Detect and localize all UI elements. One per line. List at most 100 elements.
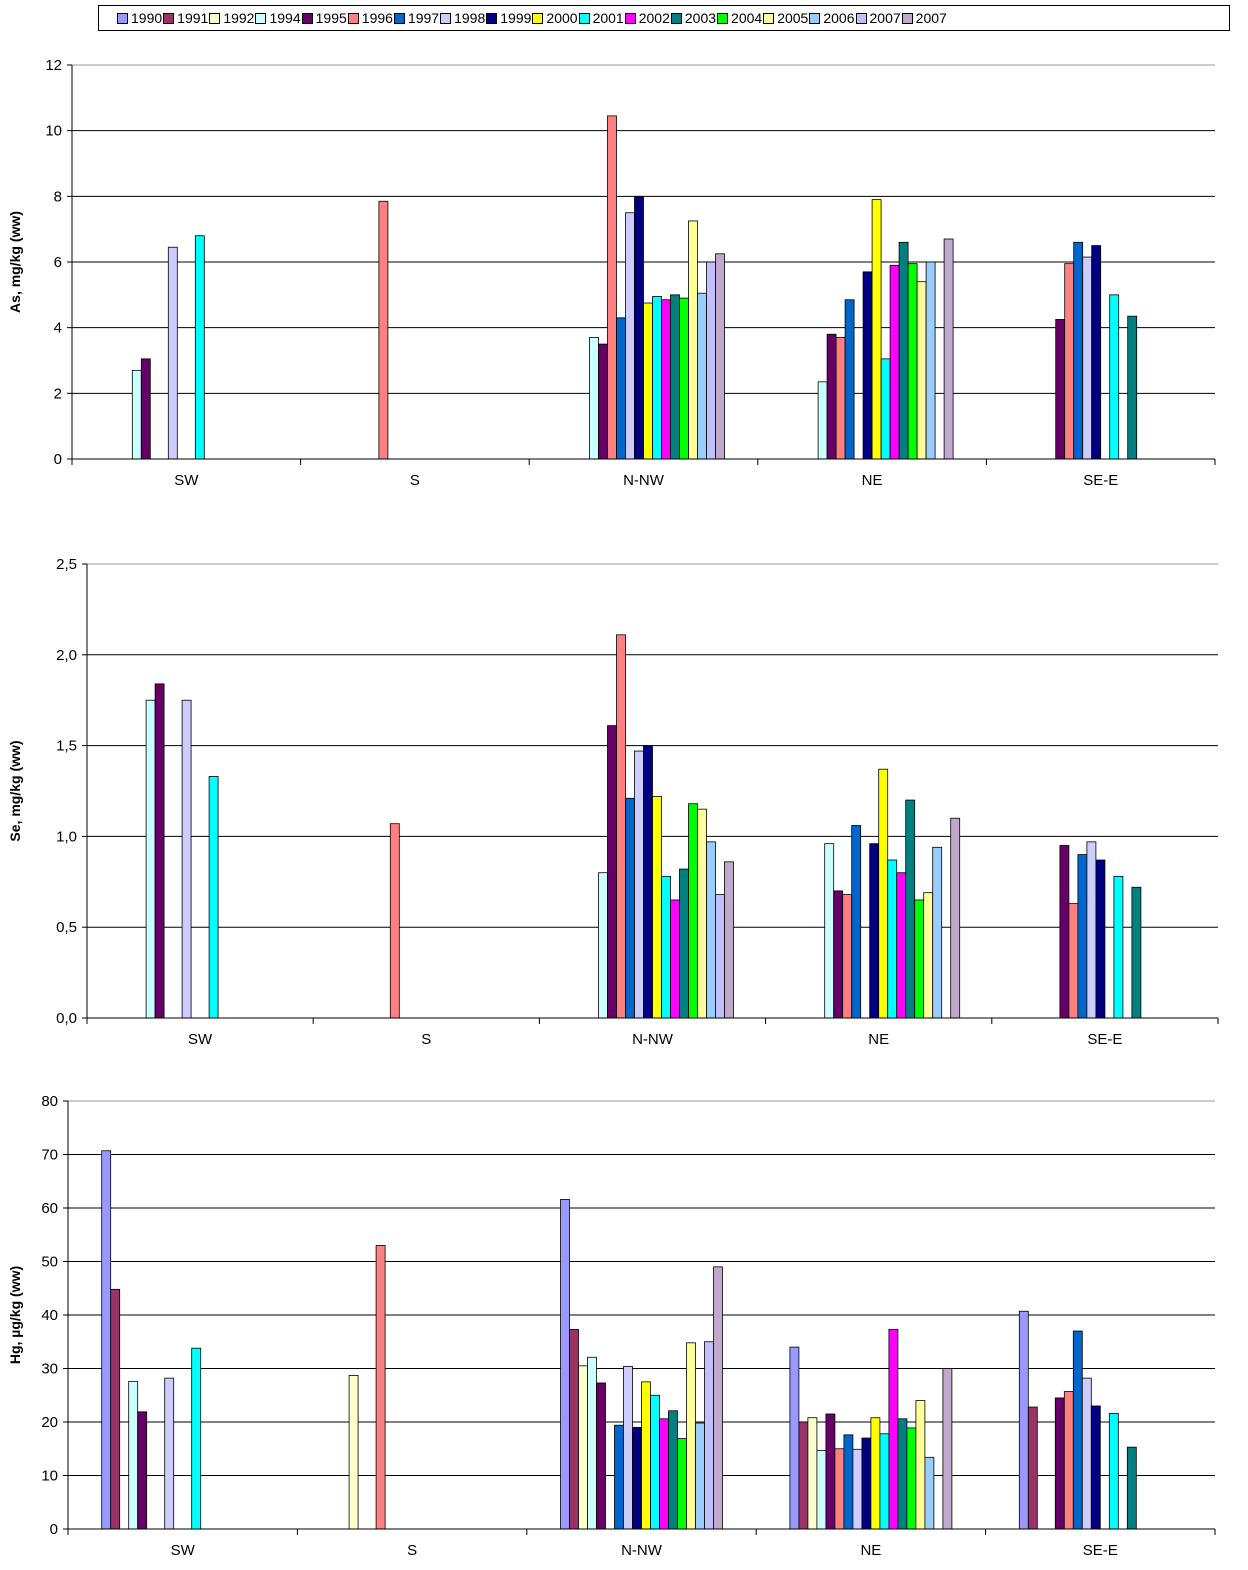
legend-item: 2005: [763, 10, 808, 26]
legend-label: 2003: [684, 10, 717, 26]
y-tick-label: 4: [54, 320, 62, 337]
y-tick-label: 0,5: [56, 919, 77, 936]
bar: [164, 1377, 175, 1530]
legend-swatch: [670, 12, 682, 24]
bar: [688, 803, 698, 1019]
legend-label: 2007: [915, 10, 947, 26]
bar: [1091, 245, 1102, 460]
bar: [896, 872, 907, 1019]
legend-swatch: [855, 12, 867, 24]
bar: [861, 1437, 872, 1530]
x-category-label: S: [421, 1031, 431, 1048]
bar: [607, 115, 617, 460]
bar: [906, 1427, 917, 1530]
y-tick-label: 80: [41, 1093, 58, 1110]
bar: [145, 699, 156, 1019]
bar: [670, 294, 680, 460]
bar: [887, 859, 898, 1019]
legend-label: 2000: [546, 10, 578, 26]
y-axis-title: As, mg/kg (ww): [7, 211, 23, 313]
legend-item: 2003: [670, 10, 717, 26]
y-tick-label: 30: [41, 1361, 58, 1378]
x-category-label: N-NW: [623, 472, 665, 489]
legend-item: 1994: [255, 10, 301, 26]
legend-swatch: [347, 12, 359, 24]
bar: [348, 1375, 359, 1530]
se-chart-svg: 0,0 0,5 1,0 1,5 2,0 2,5 Se, mg/kg (ww) SW S N-NW N…: [7, 556, 1219, 1048]
bar: [643, 302, 653, 460]
bar: [670, 899, 680, 1019]
bar: [1090, 1405, 1101, 1530]
legend-item: 1995: [301, 10, 347, 26]
y-tick-label: 60: [41, 1200, 58, 1217]
bar: [789, 1346, 800, 1530]
bar: [869, 843, 880, 1019]
legend-label: 1991: [177, 10, 209, 26]
bar: [101, 1150, 112, 1530]
legend-label: 1994: [269, 10, 301, 26]
bar: [1126, 1446, 1137, 1530]
bar: [598, 343, 608, 460]
bar: [598, 872, 608, 1019]
bar: [652, 296, 662, 460]
x-category-label: S: [407, 1542, 417, 1559]
bar: [578, 1365, 588, 1530]
legend-swatch: [532, 12, 544, 24]
legend-swatch: [901, 12, 913, 24]
bar: [1113, 875, 1124, 1019]
legend-swatch: [763, 12, 775, 24]
y-tick-label: 40: [41, 1307, 58, 1324]
legend-label: 2007: [869, 10, 901, 26]
bar: [715, 253, 725, 460]
y-tick-label: 12: [45, 57, 62, 74]
legend-swatch: [117, 12, 128, 24]
bar: [816, 1449, 827, 1530]
bar: [625, 797, 635, 1019]
bar: [110, 1288, 121, 1530]
y-tick-label: 10: [45, 123, 62, 140]
legend-item: 1991: [163, 10, 208, 26]
bar: [181, 699, 192, 1019]
bar: [852, 1448, 863, 1530]
x-category-label: NE: [868, 1031, 889, 1048]
as-chart-svg: 0 2 4 6 8 10 12 As, mg/kg (ww) SW S N-NW NE SE-E: [7, 57, 1216, 489]
bar: [834, 1448, 845, 1530]
bar: [798, 1421, 809, 1530]
legend-label: 1995: [315, 10, 347, 26]
bar: [905, 799, 916, 1019]
bar: [880, 358, 891, 460]
bar: [614, 1424, 624, 1530]
legend-label: 1996: [361, 10, 393, 26]
bar: [661, 299, 671, 460]
legend-item: 2006: [809, 10, 855, 26]
bar: [661, 875, 671, 1019]
legend-swatch: [717, 12, 729, 24]
bar: [843, 1434, 854, 1530]
bar: [925, 261, 936, 460]
legend-swatch: [301, 12, 313, 24]
bar: [835, 337, 846, 460]
y-tick-label: 1,5: [56, 738, 77, 755]
bar: [1059, 845, 1070, 1019]
y-tick-label: 10: [41, 1468, 58, 1485]
bar: [688, 220, 698, 460]
x-category-label: NE: [862, 472, 883, 489]
bar: [697, 292, 707, 460]
y-tick-label: 2,0: [56, 647, 77, 664]
bar: [569, 1329, 579, 1530]
legend-item: 1992: [209, 10, 254, 26]
legend-label: 2006: [823, 10, 855, 26]
legend-swatch: [255, 12, 267, 24]
bar: [916, 281, 927, 460]
bar: [643, 745, 653, 1019]
legend-label: 2004: [731, 10, 763, 26]
legend-item: 2000: [532, 10, 578, 26]
chart-legend: 1990 1991 1992 1994 1995 1996 1997 1998 1999 2000…: [98, 5, 1230, 31]
se-chart: 0,0 0,5 1,0 1,5 2,0 2,5 Se, mg/kg (ww) SW S N-NW N…: [0, 550, 1248, 1050]
x-category-label: N-NW: [632, 1031, 674, 1048]
legend-swatch: [578, 12, 590, 24]
bar: [587, 1356, 597, 1530]
bar: [695, 1422, 705, 1530]
x-category-label: SW: [174, 472, 199, 489]
legend-swatch: [393, 12, 405, 24]
